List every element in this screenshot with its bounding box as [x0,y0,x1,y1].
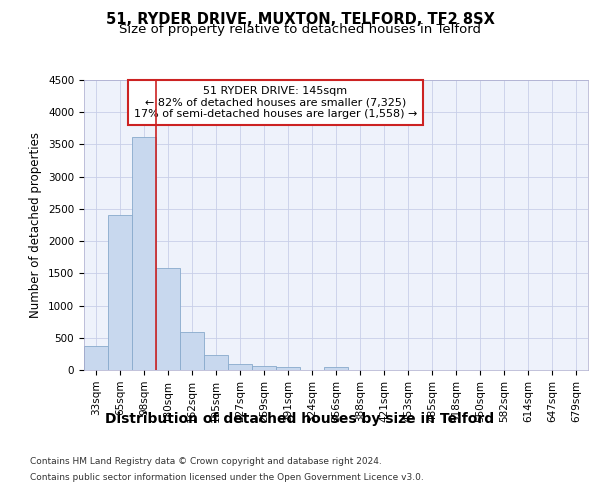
Bar [84,346,108,370]
Bar [252,366,276,370]
Text: Size of property relative to detached houses in Telford: Size of property relative to detached ho… [119,24,481,36]
Text: 51, RYDER DRIVE, MUXTON, TELFORD, TF2 8SX: 51, RYDER DRIVE, MUXTON, TELFORD, TF2 8S… [106,12,494,28]
Bar [324,367,348,370]
Text: 51 RYDER DRIVE: 145sqm
← 82% of detached houses are smaller (7,325)
17% of semi-: 51 RYDER DRIVE: 145sqm ← 82% of detached… [134,86,417,119]
Text: Contains HM Land Registry data © Crown copyright and database right 2024.: Contains HM Land Registry data © Crown c… [30,458,382,466]
Bar [276,368,300,370]
Bar [132,136,156,370]
Bar [156,268,180,370]
Bar [180,332,204,370]
Text: Contains public sector information licensed under the Open Government Licence v3: Contains public sector information licen… [30,472,424,482]
Y-axis label: Number of detached properties: Number of detached properties [29,132,43,318]
Bar [204,354,228,370]
Bar [228,364,252,370]
Text: Distribution of detached houses by size in Telford: Distribution of detached houses by size … [106,412,494,426]
Bar [108,216,132,370]
